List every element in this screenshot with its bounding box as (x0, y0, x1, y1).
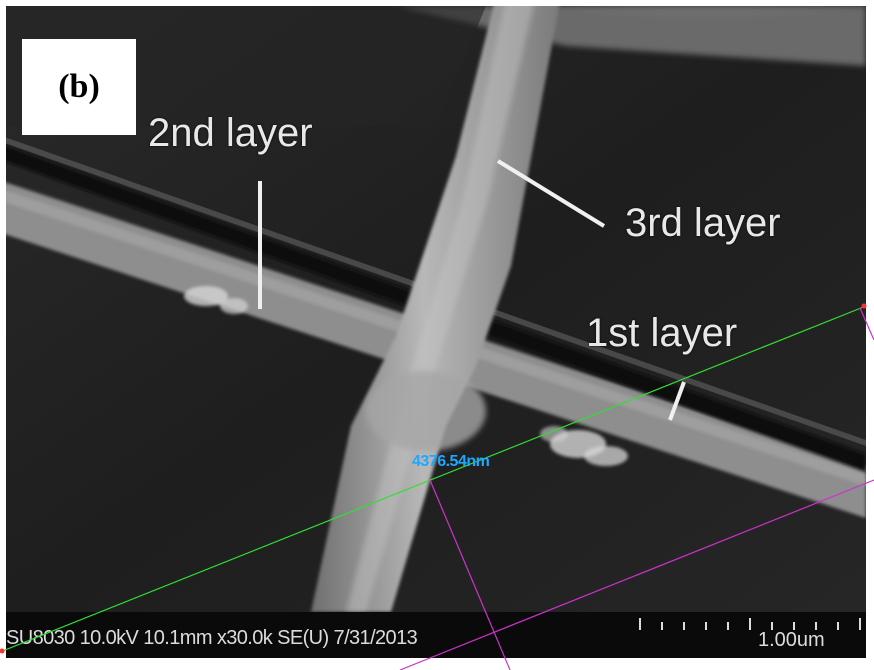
pointer-line-3rd (496, 159, 606, 228)
annotation-2nd-layer: 2nd layer (148, 111, 313, 155)
panel-label: (b) (58, 68, 100, 105)
acquisition-info-text: SU8030 10.0kV 10.1mm x30.0k SE(U) 7/31/2… (6, 627, 418, 649)
measurement-readout: 4376.54nm (412, 453, 490, 470)
annotation-3rd-layer: 3rd layer (625, 201, 781, 245)
measurement-endpoint-start[interactable] (0, 648, 5, 654)
scale-bar-label: 1.00um (758, 629, 825, 651)
annotation-1st-layer: 1st layer (586, 311, 738, 355)
sem-info-bar: SU8030 10.0kV 10.1mm x30.0k SE(U) 7/31/2… (6, 612, 866, 658)
scale-bar (639, 618, 861, 630)
panel-label-box: (b) (22, 39, 136, 135)
